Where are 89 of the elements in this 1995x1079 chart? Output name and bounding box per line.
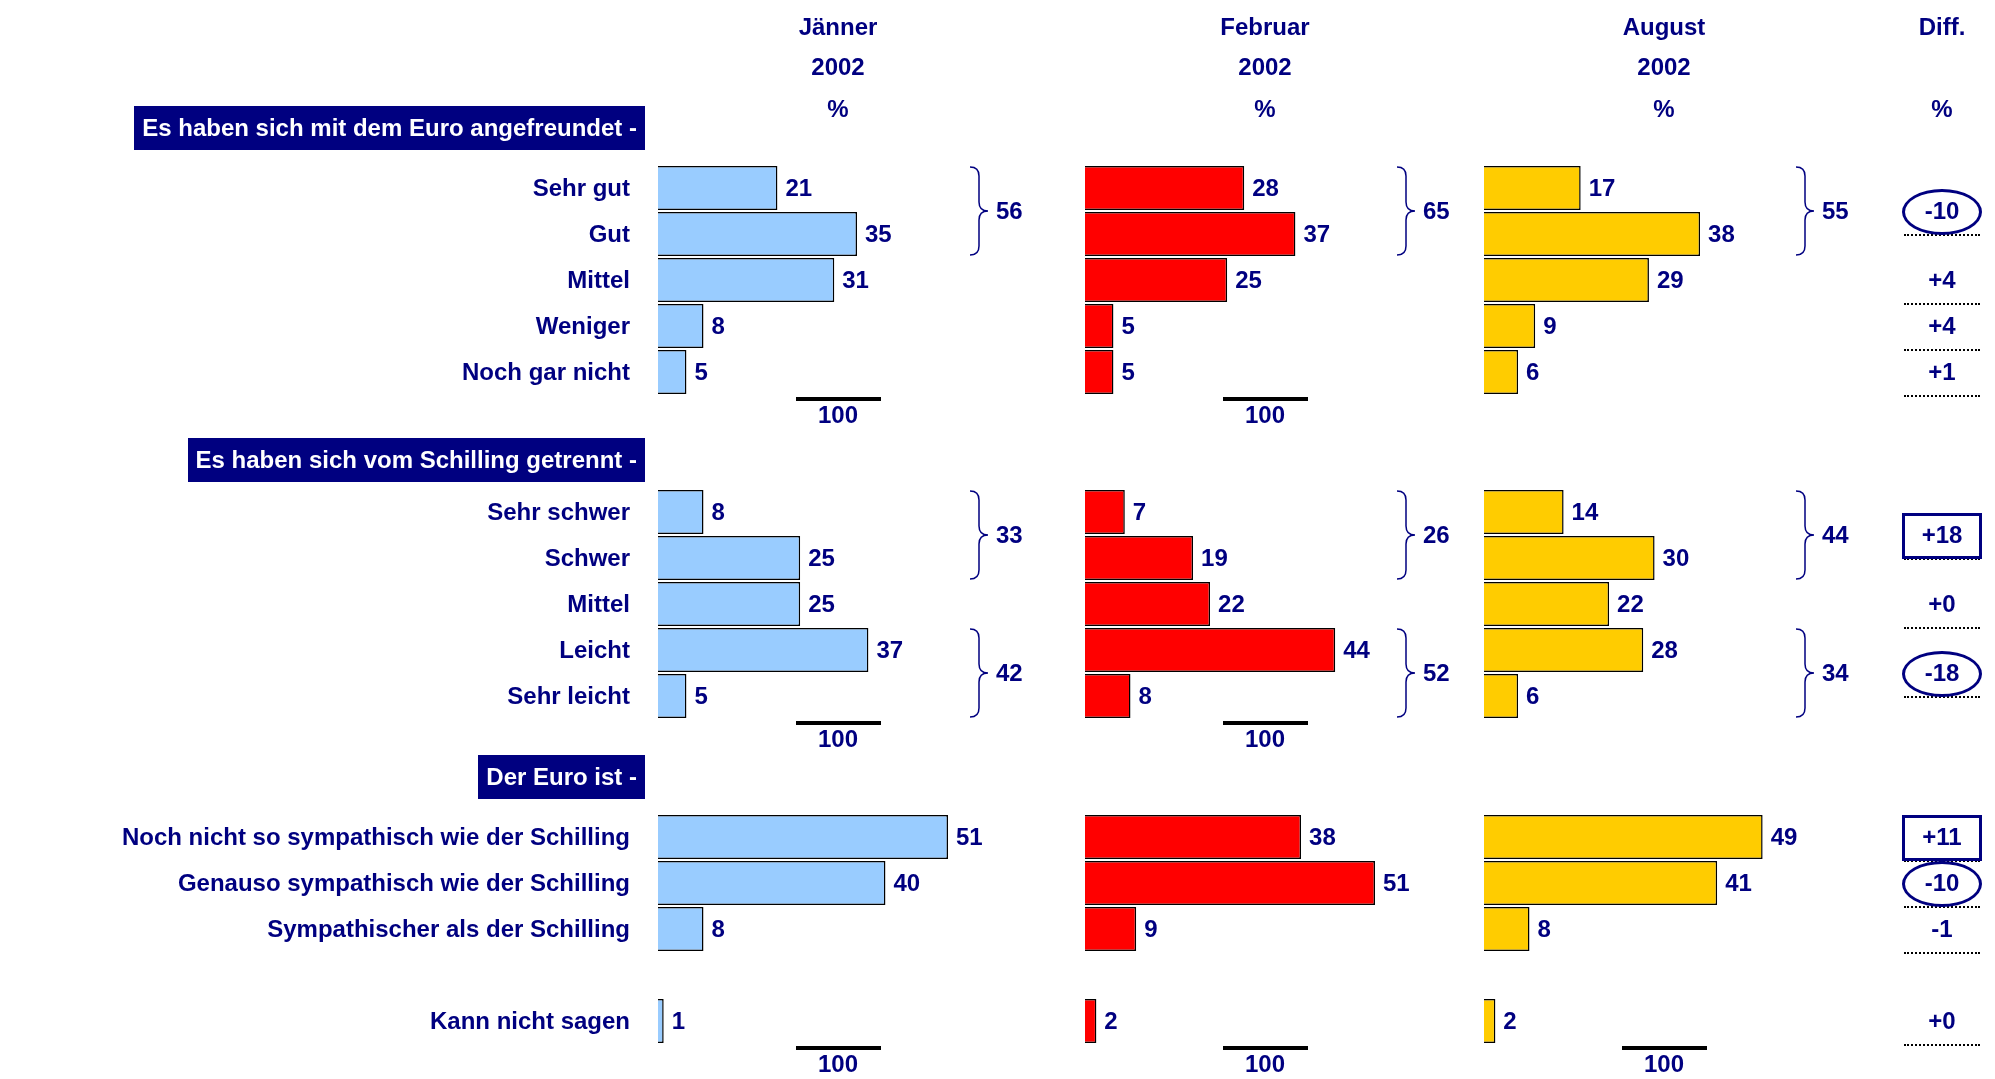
text: +0	[1927, 589, 1957, 619]
data-label: 19	[1201, 543, 1228, 571]
data-label: 8	[711, 914, 725, 942]
y-tick-label: Leicht	[559, 635, 630, 663]
data-label: 51	[956, 822, 983, 850]
data-label: 49	[1770, 822, 1798, 850]
text: 52	[1423, 658, 1450, 686]
data-label: 5	[694, 357, 708, 385]
data-label: 25	[1235, 265, 1262, 293]
data-label: 9	[1543, 311, 1557, 339]
data-label: 2	[1104, 1006, 1118, 1034]
chart-title: Jänner 2002	[797, 12, 879, 82]
text: %	[1930, 94, 1954, 124]
text: Diff.	[1917, 12, 1967, 42]
y-tick-label: Genauso sympathisch wie der Schilling	[177, 868, 630, 896]
text: +4	[1927, 265, 1957, 295]
text: 100	[1642, 1050, 1685, 1077]
chart-title: August 2002	[1621, 12, 1707, 82]
data-label: 22	[1617, 589, 1644, 617]
text: 42	[996, 658, 1023, 686]
text: 56	[996, 196, 1023, 224]
data-label: 8	[711, 311, 725, 339]
data-label: 2	[1503, 1006, 1517, 1034]
y-axis-title: Der Euro ist -	[478, 755, 645, 799]
text: 100	[816, 725, 859, 752]
text: +0	[1927, 1006, 1957, 1036]
text: 100	[1243, 725, 1286, 752]
text: -1	[1930, 914, 1954, 944]
data-label: 5	[1121, 357, 1135, 385]
text: 33	[996, 520, 1023, 548]
y-tick-label: Noch gar nicht	[461, 357, 630, 385]
data-label: 38	[1708, 219, 1735, 247]
data-label: 25	[808, 589, 835, 617]
chart-subtitle: %	[1652, 94, 1676, 124]
text: +1	[1927, 357, 1957, 387]
data-label: 8	[1138, 681, 1152, 709]
y-tick-label: Mittel	[567, 589, 630, 617]
data-label: 30	[1662, 543, 1690, 571]
data-label: 5	[1121, 311, 1135, 339]
data-label: 8	[711, 497, 725, 525]
y-tick-label: Kann nicht sagen	[429, 1006, 630, 1034]
data-label: 14	[1571, 497, 1599, 525]
y-tick-label: Gut	[588, 219, 630, 247]
data-label: 35	[865, 219, 892, 247]
data-label: 44	[1343, 635, 1371, 663]
data-label: 28	[1651, 635, 1678, 663]
text: 65	[1423, 196, 1450, 224]
y-tick-label: Sehr gut	[532, 173, 630, 201]
y-tick-label: Mittel	[567, 265, 630, 293]
data-label: 40	[893, 868, 921, 896]
text: 26	[1423, 520, 1450, 548]
data-label: 41	[1725, 868, 1752, 896]
data-label: 28	[1252, 173, 1279, 201]
y-tick-label: Schwer	[544, 543, 630, 571]
data-label: 31	[842, 265, 869, 293]
text: +4	[1927, 311, 1957, 341]
y-tick-label: Sympathischer als der Schilling	[267, 914, 630, 942]
y-axis-title: Es haben sich vom Schilling getrennt -	[187, 438, 645, 482]
y-tick-label: Sehr schwer	[487, 497, 630, 525]
data-label: 51	[1383, 868, 1410, 896]
data-label: 29	[1656, 265, 1684, 293]
text: 100	[816, 1050, 859, 1077]
data-label: 37	[1303, 219, 1331, 247]
y-tick-label: Weniger	[535, 311, 630, 339]
text: 44	[1822, 520, 1850, 548]
data-label: 17	[1588, 173, 1616, 201]
data-label: 7	[1132, 497, 1147, 525]
y-tick-label: Sehr leicht	[507, 681, 630, 709]
y-axis-title: Es haben sich mit dem Euro angefreundet -	[134, 106, 645, 150]
data-label: 6	[1526, 357, 1540, 385]
data-label: 38	[1309, 822, 1336, 850]
data-label: 25	[808, 543, 835, 571]
text: 100	[816, 401, 859, 428]
data-label: 9	[1144, 914, 1158, 942]
text: 100	[1243, 1050, 1286, 1077]
data-label: 5	[694, 681, 708, 709]
data-label: 22	[1218, 589, 1245, 617]
chart-title: Februar 2002	[1219, 12, 1311, 82]
text: 34	[1822, 658, 1850, 686]
chart-subtitle: %	[1253, 94, 1277, 124]
data-label: 37	[876, 635, 904, 663]
data-label: 1	[671, 1006, 686, 1034]
data-label: 21	[785, 173, 813, 201]
text: 55	[1822, 196, 1849, 224]
data-label: 8	[1537, 914, 1551, 942]
chart-subtitle: %	[826, 94, 850, 124]
data-label: 6	[1526, 681, 1540, 709]
text: 100	[1243, 401, 1286, 428]
y-tick-label: Noch nicht so sympathisch wie der Schilling	[121, 822, 630, 850]
